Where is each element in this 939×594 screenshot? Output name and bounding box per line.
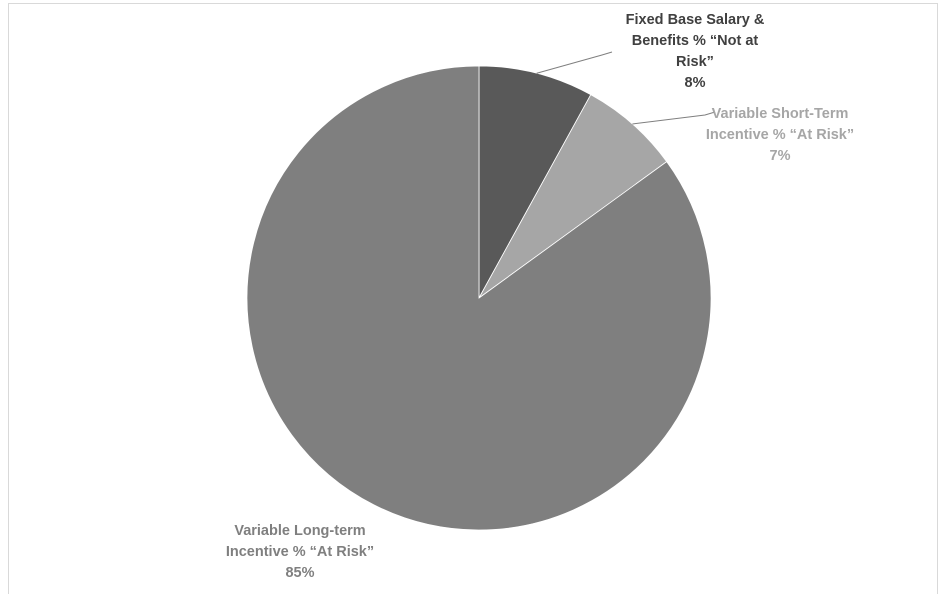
leader-lines <box>536 51 716 125</box>
slice-value-label-3: 85% <box>285 565 314 581</box>
slice-category-label-2: Variable Short-Term <box>712 106 849 122</box>
slice-category-label-1: Fixed Base Salary & <box>626 12 765 28</box>
slice-category-label-3: Variable Long-term <box>234 523 365 539</box>
leader-line-2 <box>632 111 716 125</box>
slice-value-label-1: 8% <box>685 75 706 91</box>
slice-category-label-1: Benefits % “Not at <box>632 33 759 49</box>
slice-labels: Fixed Base Salary & Benefits % “Not at Ris… <box>226 12 854 581</box>
slice-category-label-1: Risk” <box>676 54 714 70</box>
chart-area <box>8 3 938 594</box>
leader-line-1 <box>536 51 613 74</box>
slice-category-label-3: Incentive % “At Risk” <box>226 544 374 560</box>
pie-slice-3 <box>246 65 712 531</box>
pie-slice-2 <box>478 94 668 299</box>
slice-category-label-2: Incentive % “At Risk” <box>706 127 854 143</box>
slice-value-label-2: 7% <box>770 148 791 164</box>
pie-slices <box>246 65 712 531</box>
